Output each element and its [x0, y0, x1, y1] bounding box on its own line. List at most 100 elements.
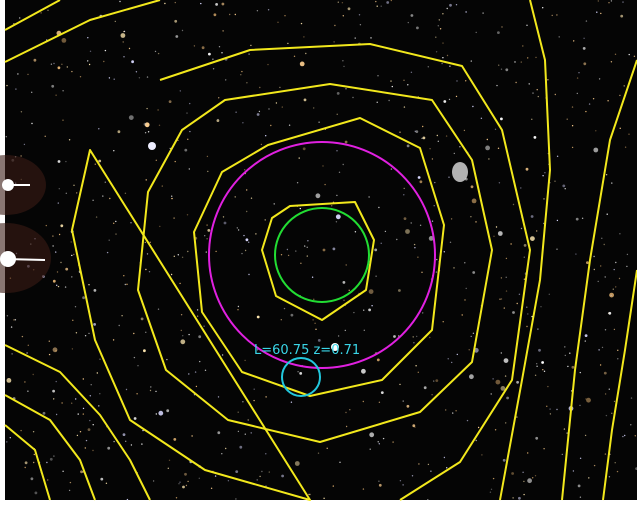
star — [561, 453, 563, 456]
star — [306, 246, 308, 248]
star — [536, 89, 538, 91]
star — [246, 210, 248, 213]
star — [619, 127, 621, 129]
star — [168, 459, 171, 461]
star — [115, 233, 117, 235]
star — [61, 63, 63, 65]
star — [634, 435, 636, 437]
star — [118, 324, 120, 327]
star — [435, 379, 439, 382]
star — [362, 400, 364, 403]
star — [456, 353, 458, 356]
star — [143, 122, 147, 126]
star — [248, 53, 250, 55]
star — [246, 82, 248, 84]
star — [399, 383, 401, 386]
star — [30, 477, 34, 481]
star — [218, 46, 221, 48]
star — [613, 400, 616, 403]
star — [335, 221, 338, 223]
star — [52, 245, 54, 247]
star — [576, 92, 578, 95]
star — [614, 53, 617, 55]
star — [546, 405, 548, 407]
star — [20, 429, 22, 432]
star — [157, 308, 160, 310]
star — [80, 470, 83, 474]
star — [250, 44, 252, 47]
star — [239, 445, 243, 449]
star — [516, 380, 519, 384]
star — [603, 371, 607, 375]
star — [145, 268, 147, 271]
star — [144, 132, 147, 134]
star — [93, 323, 96, 326]
star — [628, 133, 630, 135]
star — [186, 112, 188, 114]
star — [124, 192, 127, 194]
star — [414, 130, 416, 132]
star — [185, 484, 188, 487]
star — [604, 276, 606, 278]
star — [121, 315, 123, 317]
star — [571, 106, 574, 108]
star — [532, 92, 534, 94]
star — [455, 410, 457, 412]
star — [504, 375, 507, 377]
star — [265, 396, 267, 398]
star — [290, 313, 294, 317]
star — [481, 454, 483, 456]
star — [206, 238, 208, 240]
star — [475, 31, 477, 34]
star — [109, 197, 111, 200]
star — [71, 276, 73, 278]
star — [215, 250, 217, 253]
star — [368, 289, 374, 294]
star — [554, 93, 556, 96]
star — [593, 268, 595, 271]
star — [89, 419, 91, 422]
star — [577, 484, 581, 488]
star — [175, 35, 179, 38]
star — [442, 57, 444, 59]
star — [556, 248, 558, 250]
star — [92, 449, 94, 452]
star — [326, 447, 328, 449]
star — [246, 189, 248, 191]
star — [563, 428, 566, 430]
star — [253, 399, 255, 402]
star — [344, 329, 346, 332]
star — [419, 180, 423, 184]
star — [253, 388, 255, 390]
star — [189, 102, 191, 105]
star — [370, 37, 372, 39]
star — [498, 182, 501, 184]
star — [144, 241, 146, 244]
star — [23, 143, 26, 146]
star — [338, 171, 341, 173]
star — [198, 335, 202, 339]
star — [206, 155, 209, 158]
star — [542, 175, 544, 177]
star — [259, 475, 261, 478]
star — [144, 122, 150, 128]
star — [187, 480, 189, 483]
star — [48, 340, 50, 342]
star — [180, 329, 182, 332]
star — [177, 139, 179, 142]
star — [456, 80, 458, 82]
star — [342, 60, 344, 62]
star — [576, 77, 579, 79]
star — [217, 431, 221, 435]
star — [434, 181, 436, 184]
star — [55, 350, 57, 352]
star — [386, 1, 390, 4]
star — [216, 119, 220, 122]
star — [85, 439, 88, 442]
star — [564, 354, 566, 357]
star — [108, 77, 111, 79]
star — [158, 410, 164, 416]
star — [135, 71, 138, 73]
star — [87, 428, 91, 431]
star — [497, 31, 500, 34]
